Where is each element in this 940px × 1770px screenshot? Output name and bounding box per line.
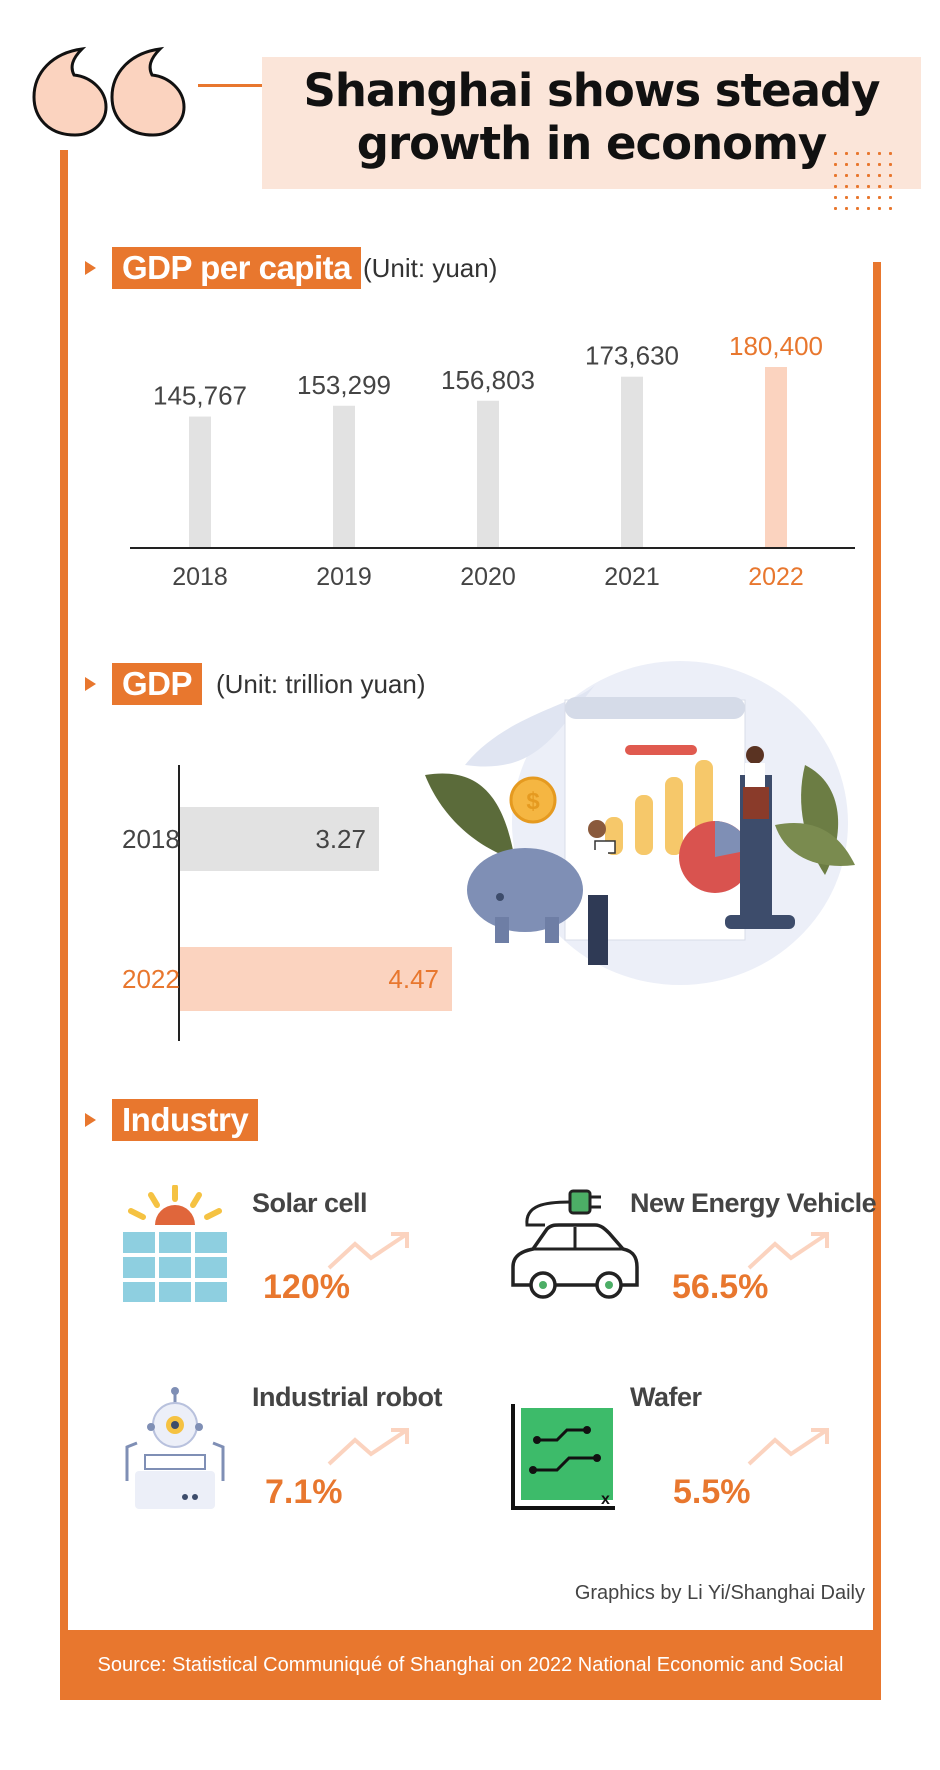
bar-value-label: 180,400 [729,331,823,361]
section-arrow-icon [85,677,96,691]
title-line-1: Shanghai shows steady [303,64,880,117]
title-background [262,57,921,189]
bar-value-label: 173,630 [585,341,679,371]
page-title: Shanghai shows steady growth in economy [262,64,921,170]
section-unit-gdp-per-capita: (Unit: yuan) [363,253,498,283]
bar-2020 [477,400,499,547]
x-tick-label: 2020 [460,563,516,591]
gdp-per-capita-chart: 145,767 2018 153,299 2019 156,803 2020 173,630… [130,331,855,591]
industry-name-solar-cell: Solar cell [252,1188,368,1218]
quote-connector-line [198,84,278,87]
x-tick-label: 2022 [748,563,804,591]
industry-value-solar-cell: 120% [263,1268,350,1306]
wafer-chip-icon: x [511,1404,615,1510]
svg-text:$: $ [526,788,540,815]
gdp-chart: 3.27 2018 4.47 2022 [122,765,452,1041]
business-growth-illustration: $ [425,661,855,985]
robot-icon [125,1387,225,1509]
industry-value-new-energy-vehicle: 56.5% [672,1268,769,1306]
bar-value-label: 145,767 [153,381,247,411]
growth-arrow-icon [747,1232,829,1270]
industry-name-new-energy-vehicle: New Energy Vehicle [630,1188,877,1218]
section-heading-industry: Industry [112,1099,259,1141]
bar-2022 [180,947,452,1011]
x-tick-label: 2019 [316,563,372,591]
section-heading-gdp-per-capita: GDP per capita [112,247,361,289]
industry-name-wafer: Wafer [630,1382,702,1412]
section-arrow-icon [85,261,96,275]
bar-value-label: 3.27 [315,824,366,854]
frame-right-border [873,262,881,1630]
y-tick-label: 2018 [122,824,180,854]
bar-2022 [765,367,787,547]
industry-value-wafer: 5.5% [673,1473,751,1511]
section-unit-gdp: (Unit: trillion yuan) [216,669,426,699]
electric-car-icon [511,1189,639,1299]
section-heading-gdp: GDP [112,663,203,705]
source-footer: Source: Statistical Communiqué of Shangh… [60,1630,881,1746]
bar-value-label: 153,299 [297,370,391,400]
bar-value-label: 4.47 [388,964,439,994]
y-tick-label: 2022 [122,964,180,994]
x-tick-label: 2021 [604,563,660,591]
quote-marks-icon [32,46,186,137]
svg-text:x: x [601,1491,610,1508]
section-arrow-icon [85,1113,96,1127]
industry-name-industrial-robot: Industrial robot [252,1382,443,1412]
solar-cell-icon [123,1185,227,1302]
growth-arrow-icon [327,1232,409,1270]
graphics-credit: Graphics by Li Yi/Shanghai Daily [574,1582,865,1604]
growth-arrow-icon [747,1428,829,1466]
bar-2021 [621,376,643,547]
frame-left-border [60,150,68,1700]
dot-grid-decoration [830,148,892,210]
bar-2018 [189,416,211,547]
title-line-2: growth in economy [356,117,828,170]
growth-arrow-icon [327,1428,409,1466]
bar-value-label: 156,803 [441,365,535,395]
industry-value-industrial-robot: 7.1% [265,1473,343,1511]
bar-2018 [180,807,379,871]
x-tick-label: 2018 [172,563,228,591]
bar-2019 [333,405,355,547]
